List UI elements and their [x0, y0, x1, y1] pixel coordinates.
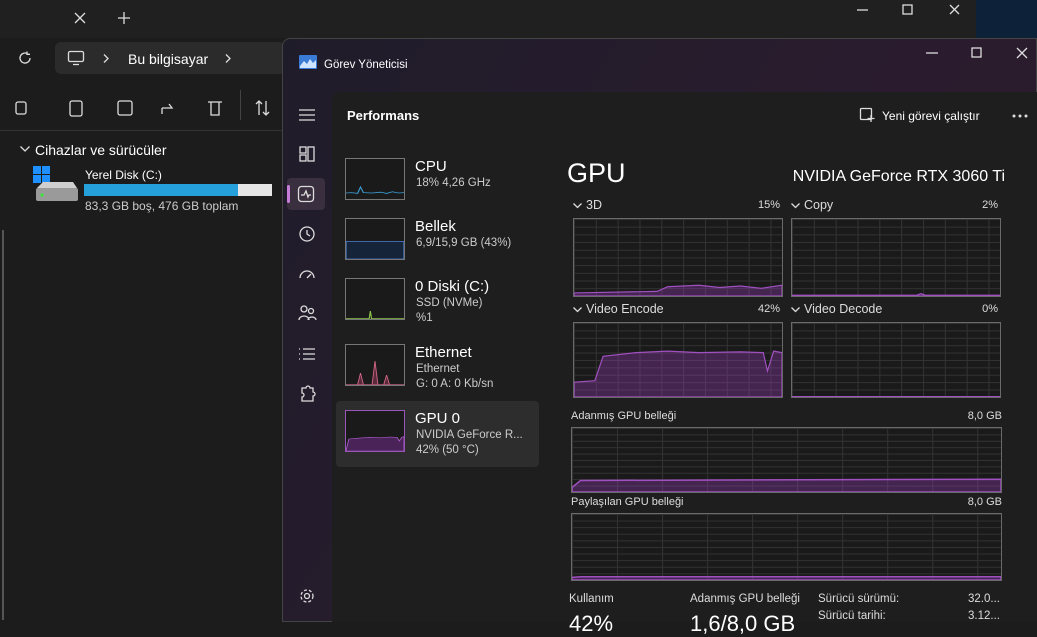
run-task-icon [859, 107, 875, 122]
device-name[interactable]: GPU 0 [415, 410, 461, 427]
toolbar-divider [240, 90, 241, 120]
app-icon [299, 55, 317, 69]
stat-label: Adanmış GPU belleği [690, 593, 800, 605]
engine-dropdown[interactable] [573, 203, 582, 209]
engine-graph [791, 322, 1001, 398]
drive-info: 83,3 GB boş, 476 GB toplam [85, 199, 239, 213]
explorer-tabbar [0, 0, 1037, 38]
engine-dropdown[interactable] [791, 203, 800, 209]
memory-max: 8,0 GB [967, 410, 1002, 422]
device-thumbnail[interactable] [345, 158, 405, 200]
explorer-left-edge [2, 230, 4, 620]
stat-label: Kullanım [569, 593, 614, 605]
engine-name[interactable]: Copy [804, 198, 834, 212]
device-detail: 18% 4,26 GHz [416, 177, 491, 189]
memory-name: Adanmış GPU belleği [571, 410, 677, 422]
stat-value: 3.12... [968, 610, 1000, 622]
engine-dropdown[interactable] [573, 307, 582, 313]
device-name[interactable]: CPU [415, 158, 447, 175]
memory-graph [571, 427, 1002, 493]
address-box[interactable] [55, 42, 285, 74]
thumbnail-graph [346, 436, 404, 451]
nav-icons[interactable] [298, 106, 317, 606]
engine-dropdown[interactable] [791, 307, 800, 313]
more-button[interactable] [1012, 114, 1028, 118]
engine-line [792, 323, 1000, 397]
engine-max: 2% [982, 199, 998, 211]
page-title: Performans [347, 108, 420, 123]
performance-nav-icon[interactable] [297, 185, 315, 203]
engine-graph [791, 218, 1001, 297]
thumbnail-graph [346, 241, 404, 259]
stat-value: 1,6/8,0 GB [690, 611, 796, 636]
thumbnail-graph [346, 360, 404, 385]
device-detail: NVIDIA GeForce R... [416, 429, 523, 441]
stat-label: Sürücü sürümü: [818, 593, 900, 605]
nav-selected-bg [287, 178, 325, 210]
section-chevron[interactable] [20, 146, 30, 153]
separator [0, 130, 282, 131]
run-task-button[interactable]: Yeni görevi çalıştır [882, 109, 980, 123]
memory-graph [571, 513, 1002, 581]
device-thumbnail[interactable] [345, 218, 405, 260]
engine-max: 0% [982, 303, 998, 315]
explorer-window-controls[interactable] [855, 4, 965, 16]
device-detail: %1 [416, 312, 433, 324]
engine-graph [573, 218, 783, 297]
refresh-button[interactable] [18, 51, 32, 65]
gpu-model: NVIDIA GeForce RTX 3060 Ti [792, 168, 1005, 185]
device-detail: 42% (50 °C) [416, 444, 479, 456]
device-thumbnail[interactable] [345, 344, 405, 386]
engine-line [574, 219, 782, 296]
tab-close[interactable] [74, 12, 86, 24]
stat-value: 42% [569, 611, 614, 636]
pc-icon [67, 50, 85, 66]
new-tab[interactable] [118, 12, 130, 24]
nav-selected-indicator [287, 185, 290, 203]
window-title: Görev Yöneticisi [324, 59, 408, 71]
stat-value: 32.0... [968, 593, 1000, 605]
engine-name[interactable]: Video Encode [586, 302, 664, 316]
device-detail: G: 0 A: 0 Kb/sn [416, 378, 494, 390]
window-controls[interactable] [926, 47, 1030, 59]
memory-max: 8,0 GB [967, 496, 1002, 508]
thumbnail-graph [346, 185, 404, 194]
chevron [225, 54, 231, 63]
device-detail: 6,9/15,9 GB (43%) [416, 237, 512, 249]
engine-line [792, 219, 1000, 296]
memory-line [572, 514, 1001, 580]
engine-max: 15% [757, 199, 780, 211]
device-thumbnail[interactable] [345, 278, 405, 320]
toolbar-icons[interactable] [14, 98, 276, 118]
device-detail: SSD (NVMe) [416, 297, 483, 309]
memory-line [572, 428, 1001, 492]
address-text: Bu bilgisayar [128, 51, 209, 67]
drive-icon [33, 166, 78, 201]
engine-name[interactable]: Video Decode [804, 302, 883, 316]
engine-max: 42% [757, 303, 780, 315]
section-header: Cihazlar ve sürücüler [35, 142, 167, 158]
chevron [103, 54, 109, 63]
stat-label: Sürücü tarihi: [818, 610, 886, 622]
device-detail: Ethernet [416, 363, 460, 375]
device-name[interactable]: 0 Diski (C:) [415, 278, 490, 295]
device-thumbnail[interactable] [345, 410, 405, 452]
drive-usage-fill [84, 184, 239, 196]
desktop-strip [976, 0, 1037, 38]
engine-graph [573, 322, 783, 398]
engine-line [574, 323, 782, 397]
memory-name: Paylaşılan GPU belleği [571, 496, 684, 508]
gpu-heading: GPU [567, 158, 626, 188]
device-name[interactable]: Bellek [415, 218, 456, 235]
device-name[interactable]: Ethernet [415, 344, 472, 361]
thumbnail-graph [346, 310, 404, 319]
drive-usage-bar [84, 184, 272, 196]
engine-name[interactable]: 3D [586, 198, 602, 212]
drive-name[interactable]: Yerel Disk (C:) [85, 168, 162, 182]
